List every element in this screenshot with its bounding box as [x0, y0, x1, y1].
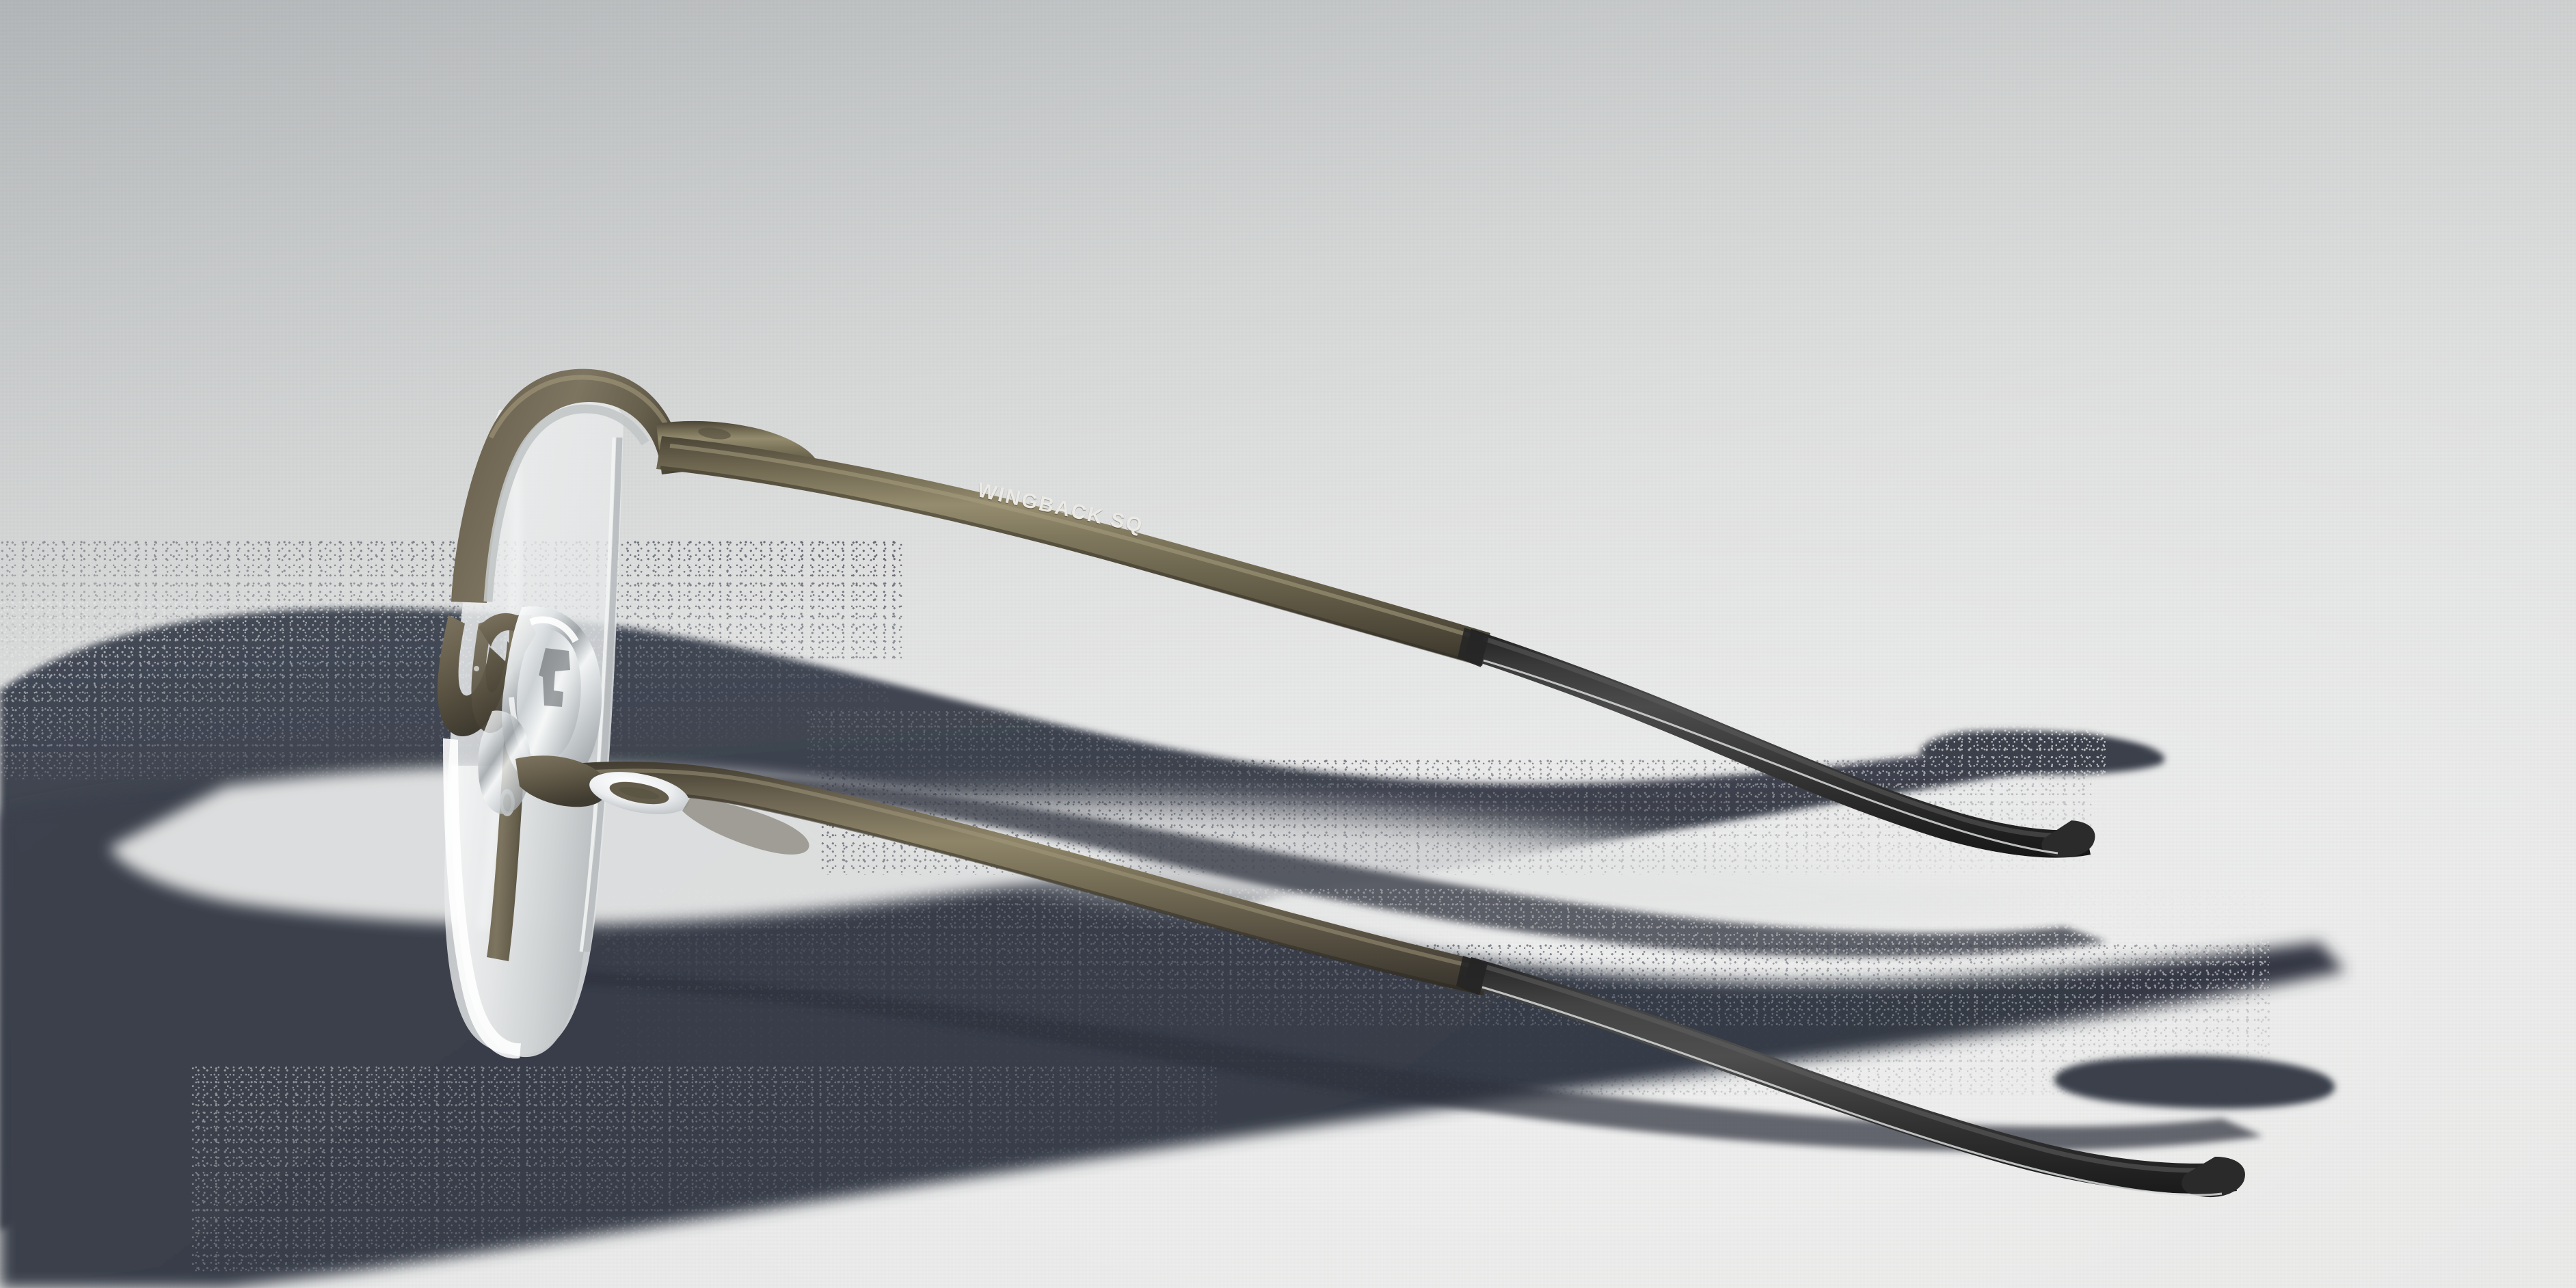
lens-inner-edge [583, 437, 623, 952]
tip-upper-sheen [1482, 636, 2082, 838]
temple-tip-upper [1458, 628, 2095, 858]
shadow-dither-bottomleft [191, 1066, 1217, 1272]
temple-upper [656, 436, 1490, 667]
temple-lower-specular [553, 768, 1487, 971]
oakley-ellipse-logo [589, 772, 689, 814]
rim-specular [488, 375, 670, 439]
temple-lower-endblock [515, 755, 608, 807]
temple-lower-scoop [682, 797, 809, 855]
lens-bevel-highlight [443, 738, 521, 1059]
endpiece-dot [474, 666, 479, 671]
logo-ring [609, 781, 669, 805]
lens-inner-edge-highlight [579, 437, 616, 952]
temple-upper-specular [669, 444, 1486, 642]
temple-lower-lowedge [545, 790, 1481, 995]
nosepad-second [478, 710, 531, 814]
tip-lower-body [1463, 957, 2237, 1194]
tip-upper-endcap [2041, 820, 2095, 857]
hinge-oval-engraving [698, 427, 731, 440]
temple-upper-lowedge [660, 466, 1481, 667]
tip-upper-collar [1458, 628, 1489, 667]
rim-underedge [483, 404, 649, 602]
frame-rim-upper [451, 368, 684, 603]
temple-tip-lower [1456, 956, 2246, 1198]
tip-lower-endcap [2182, 1157, 2246, 1198]
tip-lower-collar [1456, 956, 1488, 995]
tip-lower-sheen [1484, 964, 2225, 1173]
nose-pad [478, 606, 602, 814]
tip-lower-underrim [1481, 986, 2223, 1196]
nosepad-highlight-top [529, 616, 579, 643]
rim-brow-bar [451, 368, 684, 603]
tip-upper-underrim [1483, 659, 2058, 855]
nosepad-metal-insert [539, 648, 570, 707]
